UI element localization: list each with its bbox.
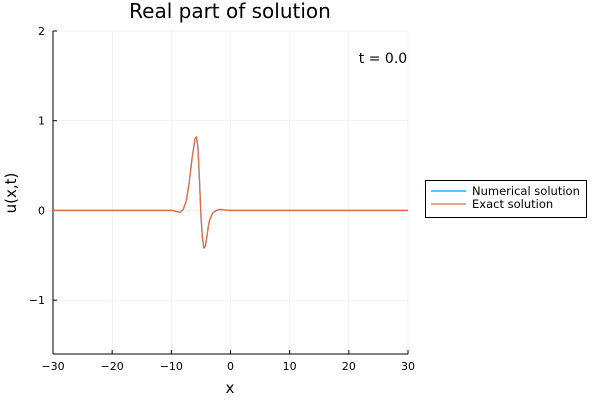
x-tick-label: 10 — [283, 360, 297, 373]
y-tick-label: 1 — [38, 115, 45, 128]
x-axis-label: x — [226, 379, 235, 397]
x-tick-label: 20 — [342, 360, 356, 373]
x-tick-label: 0 — [227, 360, 234, 373]
series-lines — [53, 136, 408, 249]
x-tick-label: −20 — [101, 360, 124, 373]
x-tick-label: 30 — [401, 360, 415, 373]
legend-box — [425, 180, 587, 218]
x-tick-label: −10 — [160, 360, 183, 373]
x-tick-label: −30 — [41, 360, 64, 373]
y-tick-label: 2 — [38, 25, 45, 38]
y-axis-label: u(x,t) — [2, 173, 20, 214]
legend-label-numerical-solution: Numerical solution — [472, 184, 580, 198]
legend-label-exact-solution: Exact solution — [472, 197, 553, 211]
time-annotation: t = 0.0 — [359, 51, 407, 67]
exact-solution-line — [53, 136, 408, 249]
x-axis-ticks: −30 −20 −10 0 10 20 30 — [41, 350, 415, 373]
grid — [52, 30, 409, 354]
chart-title: Real part of solution — [129, 0, 331, 23]
y-tick-label: −1 — [29, 294, 45, 307]
y-tick-label: 0 — [38, 204, 45, 217]
